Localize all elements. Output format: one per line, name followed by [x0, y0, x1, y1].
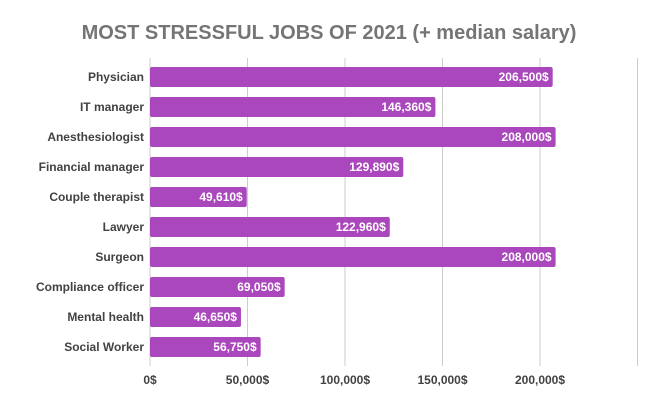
- category-labels: Physician IT manager Anesthesiologist Finan…: [36, 70, 144, 354]
- bar: [150, 187, 247, 207]
- bar-value-labels: 206,500$ 146,360$ 208,000$ 129,890$ 49,610$ 1…: [194, 70, 552, 354]
- x-tick-label: 0$: [143, 373, 157, 387]
- chart-title: MOST STRESSFUL JOBS OF 2021 (+ median sa…: [82, 22, 577, 44]
- bar-value-label: 69,050$: [237, 280, 281, 294]
- bar: [150, 247, 556, 267]
- bar-value-label: 49,610$: [199, 190, 243, 204]
- category-label: Surgeon: [95, 250, 144, 264]
- bar-value-label: 56,750$: [213, 340, 257, 354]
- x-axis-tick-labels: 0$ 50,000$ 100,000$ 150,000$ 200,000$: [143, 373, 565, 387]
- bar: [150, 337, 261, 357]
- bar-value-label: 208,000$: [502, 130, 552, 144]
- category-label: IT manager: [80, 100, 144, 114]
- x-tick-label: 50,000$: [226, 373, 270, 387]
- bar: [150, 217, 390, 237]
- category-label: Couple therapist: [49, 190, 144, 204]
- bar: [150, 97, 436, 117]
- category-label: Social Worker: [64, 340, 144, 354]
- bar: [150, 307, 241, 327]
- category-label: Lawyer: [103, 220, 145, 234]
- x-tick-label: 200,000$: [515, 373, 565, 387]
- x-tick-label: 150,000$: [417, 373, 467, 387]
- category-label: Compliance officer: [36, 280, 144, 294]
- bar-value-label: 46,650$: [194, 310, 238, 324]
- bar-value-label: 206,500$: [499, 70, 549, 84]
- bar-value-label: 146,360$: [381, 100, 431, 114]
- category-label: Anesthesiologist: [47, 130, 144, 144]
- category-label: Physician: [88, 70, 144, 84]
- bar-value-label: 122,960$: [336, 220, 386, 234]
- x-tick-label: 100,000$: [320, 373, 370, 387]
- bars: [150, 67, 556, 357]
- bar: [150, 127, 556, 147]
- category-label: Financial manager: [39, 160, 145, 174]
- category-label: Mental health: [67, 310, 144, 324]
- bar-value-label: 129,890$: [349, 160, 399, 174]
- bar: [150, 277, 285, 297]
- bar: [150, 67, 553, 87]
- bar-value-label: 208,000$: [502, 250, 552, 264]
- bar: [150, 157, 404, 177]
